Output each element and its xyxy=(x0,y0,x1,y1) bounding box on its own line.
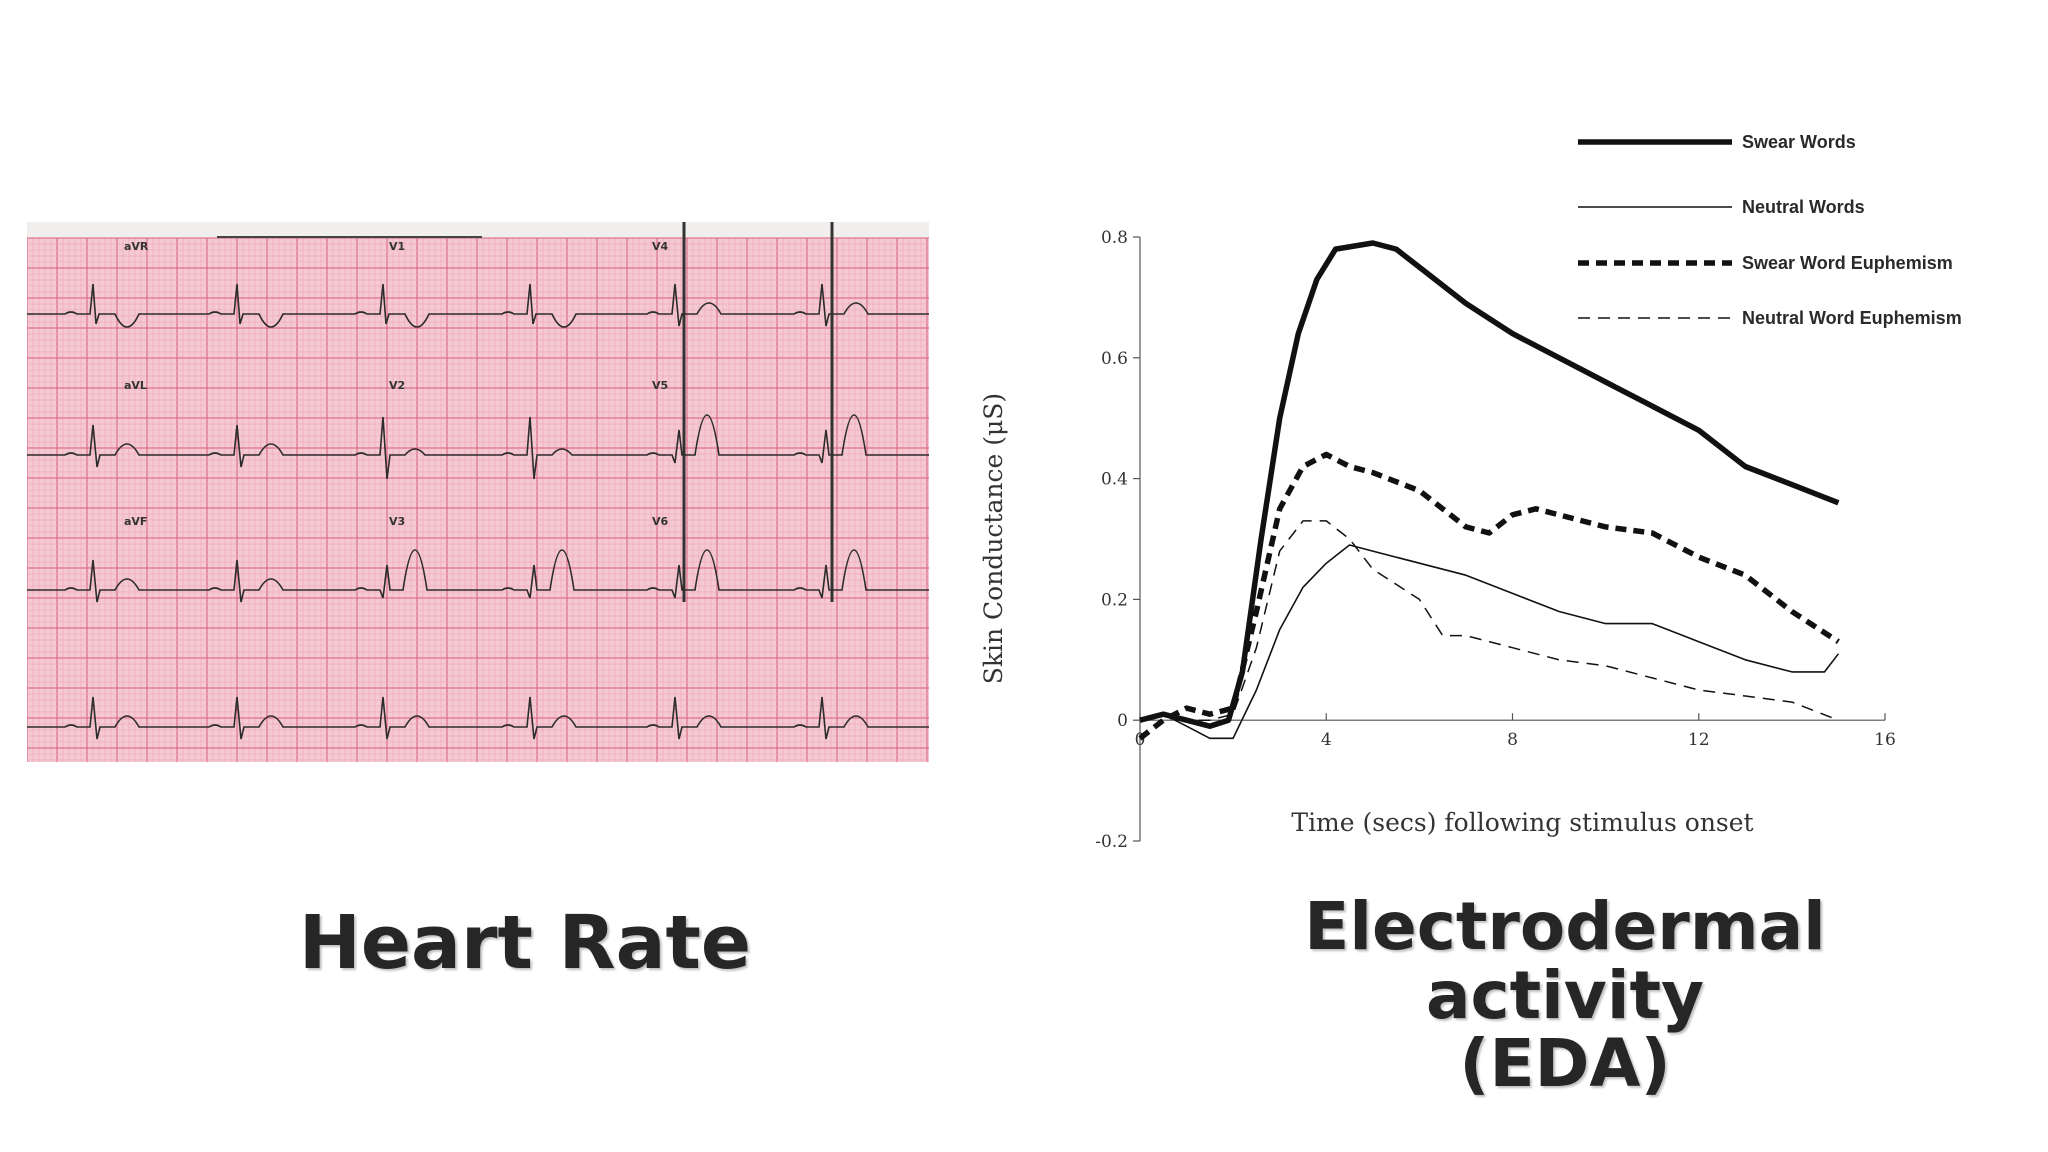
eda-chart: -0.2 0 0.2 0.4 0.6 0.8 0 4 8 12 16 Time (secs) foll… xyxy=(960,100,2020,860)
legend-label: Neutral Words xyxy=(1742,197,1865,217)
x-tick-label: 0 xyxy=(1135,730,1146,750)
eda-legend: Swear Words Neutral Words Swear Word Euphe… xyxy=(1578,132,1962,328)
heart-rate-caption: Heart Rate xyxy=(298,900,752,986)
series-line-3 xyxy=(1138,451,1840,741)
y-tick-label: -0.2 xyxy=(1095,832,1128,852)
ecg-lead-label: V6 xyxy=(652,515,669,528)
ecg-header-strip xyxy=(27,222,929,238)
x-tick-label: 4 xyxy=(1321,730,1332,750)
ecg-lead-label: aVF xyxy=(124,515,147,528)
eda-series xyxy=(1138,240,1840,741)
ecg-lead-label: V4 xyxy=(652,240,669,253)
ecg-trace-row xyxy=(27,549,929,603)
eda-caption: Electrodermal activity (EDA) xyxy=(1180,888,1950,1103)
y-tick-label: 0.6 xyxy=(1101,349,1128,369)
ecg-paper-background xyxy=(27,238,929,762)
ecg-lead-label: aVL xyxy=(124,379,147,392)
x-tick-label: 8 xyxy=(1507,730,1518,750)
y-tick-label: 0.8 xyxy=(1101,228,1128,248)
series-line-2 xyxy=(1139,544,1840,740)
ecg-lead-label: V1 xyxy=(389,240,405,253)
legend-label: Swear Word Euphemism xyxy=(1742,253,1953,273)
ecg-lead-label: V5 xyxy=(652,379,668,392)
ecg-grid xyxy=(27,237,929,762)
ecg-trace-row xyxy=(27,283,929,328)
series-line-4 xyxy=(1139,520,1839,721)
ecg-lead-label: aVR xyxy=(124,240,149,253)
y-axis-title: Skin Conductance (μS) xyxy=(979,393,1008,684)
y-tick-label: 0.2 xyxy=(1101,590,1128,610)
legend-label: Neutral Word Euphemism xyxy=(1742,308,1962,328)
y-tick-label: 0.4 xyxy=(1101,470,1128,490)
series-line-1 xyxy=(1139,240,1840,729)
x-axis-title: Time (secs) following stimulus onset xyxy=(1291,808,1753,837)
ecg-trace-row xyxy=(27,696,929,740)
ecg-trace-row xyxy=(27,414,929,480)
ecg-lead-label: V3 xyxy=(389,515,405,528)
y-tick-label: 0 xyxy=(1117,711,1128,731)
eda-caption-line2: (EDA) xyxy=(1459,1025,1671,1103)
ecg-lead-label: V2 xyxy=(389,379,405,392)
eda-axes: -0.2 0 0.2 0.4 0.6 0.8 0 4 8 12 16 xyxy=(1095,228,1896,852)
eda-caption-line1: Electrodermal activity xyxy=(1304,888,1826,1034)
legend-label: Swear Words xyxy=(1742,132,1856,152)
ecg-strip: aVR V1 V4 aVL V2 V5 aVF V3 V6 xyxy=(27,222,929,762)
x-tick-label: 12 xyxy=(1688,730,1710,750)
ecg-paper: aVR V1 V4 aVL V2 V5 aVF V3 V6 xyxy=(27,222,929,762)
x-tick-label: 16 xyxy=(1874,730,1896,750)
eda-chart-svg: -0.2 0 0.2 0.4 0.6 0.8 0 4 8 12 16 Time (secs) foll… xyxy=(979,132,1962,852)
